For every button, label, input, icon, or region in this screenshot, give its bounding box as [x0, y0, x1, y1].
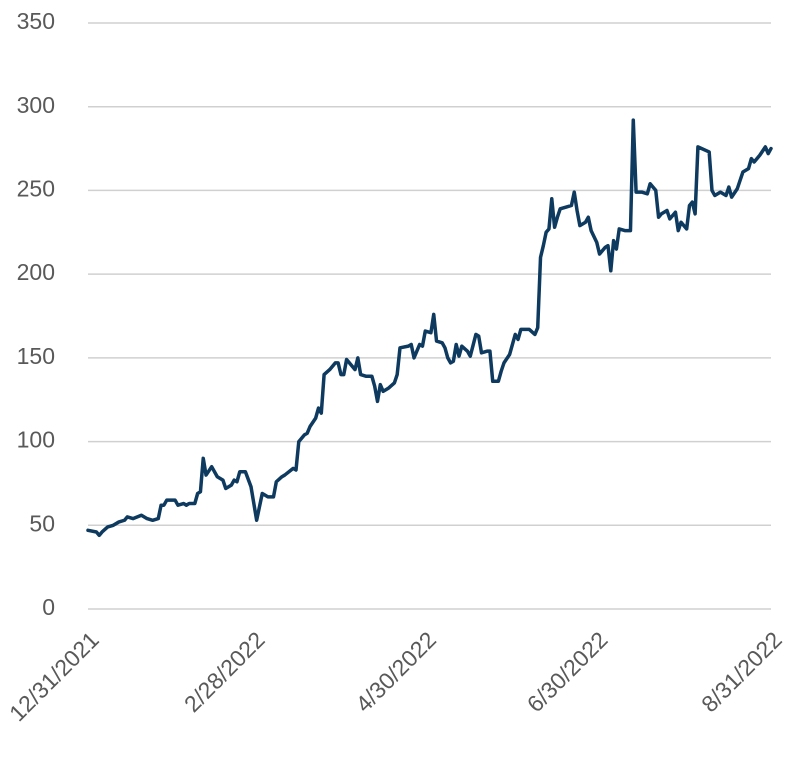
x-tick-label: 6/30/2022	[522, 626, 613, 717]
y-tick-label: 150	[17, 343, 55, 369]
x-tick-label: 4/30/2022	[350, 626, 441, 717]
y-tick-label: 50	[29, 510, 55, 536]
y-tick-label: 200	[17, 259, 55, 285]
y-tick-label: 350	[17, 8, 55, 34]
y-tick-label: 250	[17, 176, 55, 202]
x-tick-label: 8/31/2022	[696, 626, 787, 717]
y-tick-label: 0	[42, 594, 55, 620]
data-line	[86, 118, 773, 538]
x-tick-label: 2/28/2022	[179, 626, 270, 717]
x-tick-label: 12/31/2021	[4, 626, 104, 726]
y-tick-label: 100	[17, 427, 55, 453]
y-tick-label: 300	[17, 92, 55, 118]
